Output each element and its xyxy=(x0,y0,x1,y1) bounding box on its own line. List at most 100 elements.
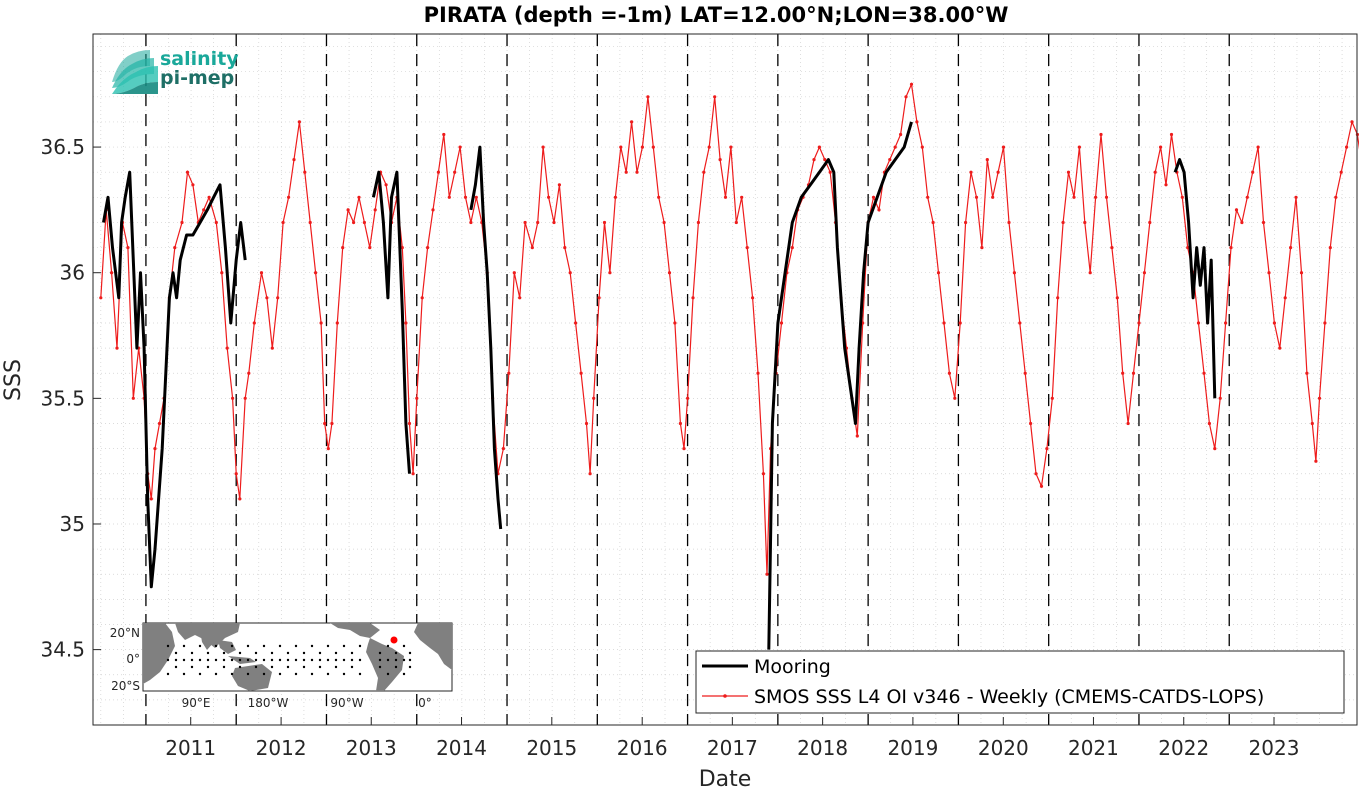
smos-data-point xyxy=(713,95,717,99)
legend-swatch-smos-marker xyxy=(723,694,727,698)
inset-mooring-dot xyxy=(206,665,210,669)
smos-data-point xyxy=(1267,271,1271,275)
smos-data-point xyxy=(790,246,794,250)
x-tick-label: 2023 xyxy=(1249,736,1300,760)
smos-data-point xyxy=(507,371,511,375)
smos-data-point xyxy=(362,220,366,225)
logo-text-salinity: salinity xyxy=(160,48,239,70)
smos-data-point xyxy=(1001,145,1006,149)
inset-map-labels: 20°N 0° 20°S 90°E 180°W 90°W 0° xyxy=(110,626,432,710)
inset-mooring-dot xyxy=(402,672,406,676)
smos-data-point xyxy=(1317,396,1322,400)
y-tick-label: 36.5 xyxy=(40,135,85,159)
y-axis-ticks: 34.5 35 35.5 36 36.5 xyxy=(40,135,101,662)
smos-data-point xyxy=(592,396,596,400)
series-layer xyxy=(99,82,1359,650)
inset-mooring-dot xyxy=(326,658,330,662)
inset-mooring-dot xyxy=(394,665,398,669)
smos-data-point xyxy=(1045,447,1049,451)
smos-data-point xyxy=(574,321,578,325)
inset-mooring-dot xyxy=(182,644,186,648)
smos-data-point xyxy=(308,220,312,225)
smos-data-point xyxy=(1153,170,1157,174)
x-tick-label: 2013 xyxy=(346,736,397,760)
inset-mooring-dot xyxy=(206,658,210,662)
inset-mooring-dot xyxy=(286,658,290,662)
smos-data-point xyxy=(1023,371,1027,375)
inset-mooring-dot xyxy=(408,665,412,669)
smos-data-point xyxy=(1350,120,1354,124)
mooring-series-segment xyxy=(102,170,247,589)
smos-data-point xyxy=(640,145,645,149)
smos-data-point xyxy=(115,346,119,350)
y-tick-label: 34.5 xyxy=(40,638,85,662)
smos-data-point xyxy=(1224,321,1228,325)
inset-mooring-dot xyxy=(326,644,330,648)
smos-data-point xyxy=(1310,421,1314,426)
x-tick-label: 2011 xyxy=(165,736,216,760)
smos-data-point xyxy=(756,371,760,375)
smos-data-point xyxy=(1094,195,1098,199)
smos-data-point xyxy=(474,195,478,199)
smos-data-point xyxy=(1012,271,1017,275)
inset-mooring-dot xyxy=(206,651,210,655)
smos-data-point xyxy=(1110,246,1114,250)
x-tick-label: 2021 xyxy=(1068,736,1119,760)
smos-data-point xyxy=(996,170,1000,174)
smos-data-point xyxy=(651,145,655,149)
inset-mooring-dot xyxy=(386,644,390,648)
x-tick-label: 2017 xyxy=(707,736,758,760)
plot-area xyxy=(93,34,1357,725)
smos-data-point xyxy=(234,472,238,476)
smos-data-point xyxy=(657,195,661,199)
inset-mooring-dot xyxy=(402,644,406,648)
smos-data-point xyxy=(518,296,522,300)
x-axis-ticks: 2011 2012 2013 2014 2015 2016 2017 2018 2019 2020… xyxy=(165,717,1299,760)
inset-mooring-dot xyxy=(174,665,178,669)
inset-mooring-dot xyxy=(318,651,322,655)
smos-data-point xyxy=(1334,195,1338,199)
inset-mooring-dot xyxy=(222,665,226,669)
smos-data-point xyxy=(252,321,256,325)
smos-data-point xyxy=(953,396,957,400)
series-mooring xyxy=(102,121,1217,650)
smos-data-point xyxy=(501,447,505,451)
smos-data-point xyxy=(153,447,157,451)
smos-data-point xyxy=(185,170,190,174)
smos-data-point xyxy=(126,246,130,250)
x-tick-label: 2019 xyxy=(887,736,938,760)
inset-lat-label-20s: 20°S xyxy=(111,679,140,693)
smos-data-point xyxy=(823,158,827,162)
smos-data-point xyxy=(1072,195,1076,199)
smos-data-point xyxy=(131,396,135,400)
smos-data-point xyxy=(877,208,881,212)
smos-data-point xyxy=(899,132,903,137)
smos-data-point xyxy=(696,220,701,225)
inset-mooring-dot xyxy=(214,658,218,662)
inset-mooring-dot xyxy=(350,651,354,655)
smos-data-point xyxy=(602,220,607,225)
inset-mooring-dot xyxy=(174,658,178,662)
smos-data-point xyxy=(734,220,738,225)
smos-data-point xyxy=(207,195,211,199)
inset-mooring-dot xyxy=(230,672,234,676)
smos-data-point xyxy=(1256,145,1260,149)
y-axis-label: SSS xyxy=(1,359,26,401)
inset-mooring-dot xyxy=(214,644,218,648)
mooring-series-segment xyxy=(767,121,913,650)
inset-mooring-dot xyxy=(386,658,390,662)
smos-data-point xyxy=(1115,296,1119,300)
smos-data-point xyxy=(718,158,722,162)
smos-data-point xyxy=(1251,170,1255,174)
inset-mooring-dot xyxy=(378,651,382,655)
smos-data-point xyxy=(319,321,323,325)
smos-data-point xyxy=(557,183,562,187)
smos-data-point xyxy=(1148,220,1152,225)
smos-data-point xyxy=(563,246,567,250)
x-axis-label: Date xyxy=(699,767,752,790)
inset-mooring-dot xyxy=(166,658,170,662)
axes-frame xyxy=(92,33,1358,726)
smos-data-point xyxy=(326,447,330,451)
x-tick-label: 2022 xyxy=(1158,736,1209,760)
smos-data-point xyxy=(469,220,473,225)
